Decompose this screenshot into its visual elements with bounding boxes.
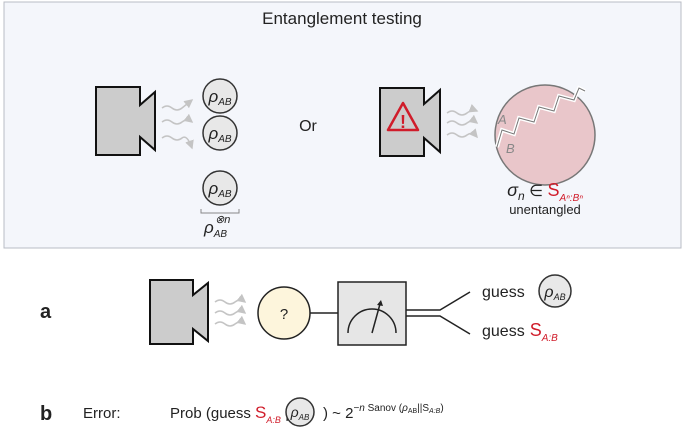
svg-text:A: A xyxy=(497,112,507,127)
svg-text:B: B xyxy=(506,141,515,156)
rho-state-guess: ρAB xyxy=(538,274,572,308)
warning-icon: ! xyxy=(386,101,420,132)
panel-title: Entanglement testing xyxy=(262,9,422,28)
unknown-state-label: ? xyxy=(280,306,288,323)
rho-state-2: ρAB xyxy=(202,115,238,151)
error-label: Error: xyxy=(83,405,121,422)
state-emission-arrows xyxy=(446,104,479,139)
outcome-fork xyxy=(406,291,471,335)
rho-state-1: ρAB xyxy=(202,78,238,114)
state-emission-arrows xyxy=(161,99,194,150)
tensor-bracket xyxy=(200,209,240,214)
state-emission-arrows xyxy=(214,293,247,327)
untrusted-source-device-icon xyxy=(379,87,441,157)
rho-state-conditional: ρAB xyxy=(285,397,315,427)
svg-text:ρAB: ρAB xyxy=(207,179,231,200)
sigma-in-separable-set: σn ∈ SAⁿ:Bⁿ xyxy=(507,180,583,204)
or-label: Or xyxy=(299,118,317,135)
part-b-label: b xyxy=(40,403,52,425)
source-device-icon xyxy=(149,279,209,345)
svg-text:ρAB: ρAB xyxy=(207,87,231,108)
svg-text:ρAB: ρAB xyxy=(543,284,565,302)
separable-set-circle: A B xyxy=(494,84,596,186)
source-device-icon xyxy=(95,86,156,156)
guess-separable: guess SA:B xyxy=(482,320,558,344)
unentangled-label: unentangled xyxy=(509,202,581,217)
rho-tensor-n: ρAB⊗n xyxy=(203,214,230,240)
rho-state-3: ρAB xyxy=(202,170,238,206)
guess-entangled: guess xyxy=(482,284,525,301)
error-formula: Prob (guess SA:B |) ~ 2−n Sanov (ρAB||SA… xyxy=(170,403,444,425)
svg-text:!: ! xyxy=(400,112,406,132)
svg-text:ρAB: ρAB xyxy=(207,124,231,145)
svg-text:ρAB: ρAB xyxy=(290,404,310,422)
part-a-label: a xyxy=(40,301,52,323)
measurement-meter-icon xyxy=(337,281,407,346)
